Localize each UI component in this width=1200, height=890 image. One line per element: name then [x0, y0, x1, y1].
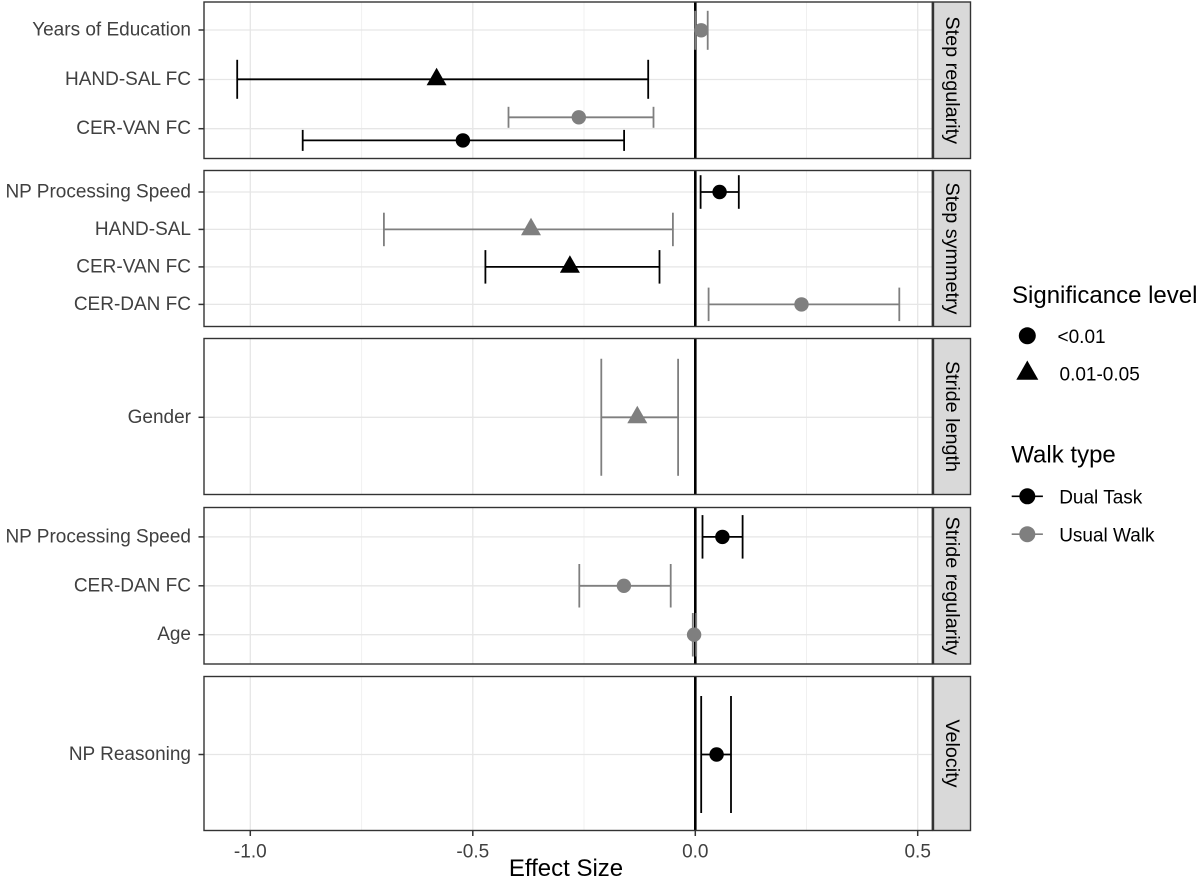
svg-text:Significance level: Significance level: [1012, 282, 1197, 309]
svg-text:NP Processing Speed: NP Processing Speed: [5, 526, 191, 547]
svg-text:Step symmetry: Step symmetry: [941, 183, 963, 315]
svg-text:-1.0: -1.0: [234, 842, 267, 863]
svg-text:HAND-SAL FC: HAND-SAL FC: [65, 69, 191, 90]
svg-text:CER-VAN FC: CER-VAN FC: [76, 256, 191, 277]
svg-text:CER-DAN FC: CER-DAN FC: [74, 575, 191, 596]
svg-text:Stride length: Stride length: [941, 361, 963, 472]
svg-text:Velocity: Velocity: [941, 719, 963, 787]
svg-text:-0.5: -0.5: [456, 842, 489, 863]
svg-text:NP Reasoning: NP Reasoning: [69, 744, 191, 765]
svg-text:Stride regularity: Stride regularity: [941, 517, 963, 656]
svg-text:0.5: 0.5: [904, 842, 930, 863]
svg-text:Step regularity: Step regularity: [941, 16, 963, 144]
svg-text:Gender: Gender: [128, 407, 192, 428]
svg-text:<0.01: <0.01: [1058, 327, 1106, 348]
svg-text:Effect Size: Effect Size: [509, 855, 623, 882]
svg-text:0.01-0.05: 0.01-0.05: [1060, 365, 1140, 386]
svg-text:Dual Task: Dual Task: [1059, 488, 1143, 509]
svg-text:Walk type: Walk type: [1011, 442, 1115, 469]
svg-text:Age: Age: [157, 624, 191, 645]
svg-text:NP Processing Speed: NP Processing Speed: [5, 182, 191, 203]
svg-text:CER-DAN FC: CER-DAN FC: [74, 294, 191, 315]
svg-text:Usual Walk: Usual Walk: [1059, 526, 1155, 547]
svg-text:Years of Education: Years of Education: [32, 20, 191, 41]
svg-text:CER-VAN FC: CER-VAN FC: [76, 118, 191, 139]
svg-text:HAND-SAL: HAND-SAL: [95, 219, 191, 240]
svg-text:0.0: 0.0: [682, 842, 708, 863]
